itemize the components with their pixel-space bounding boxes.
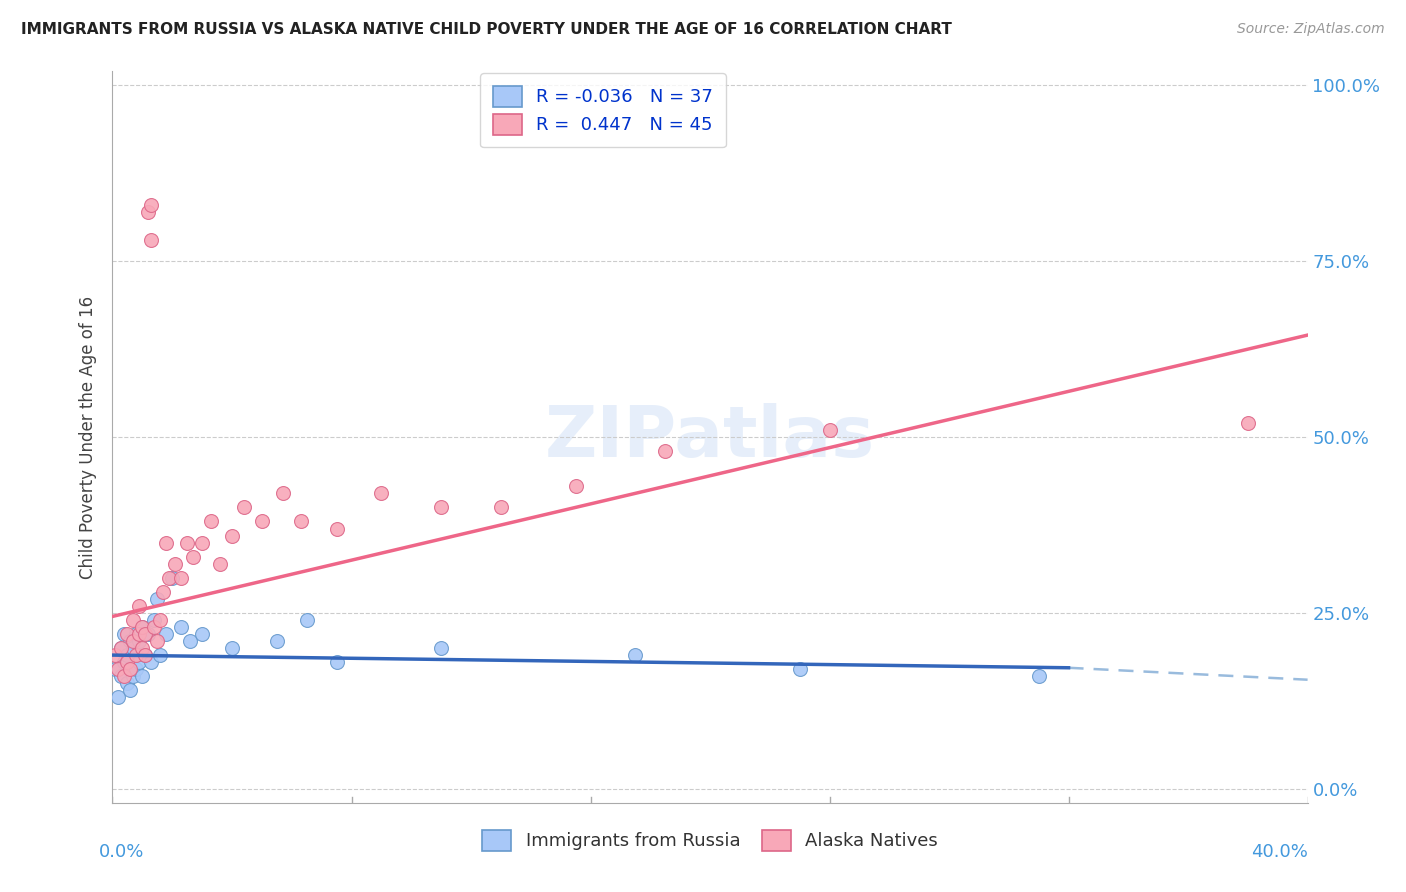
Point xyxy=(125,662,148,676)
Point xyxy=(789,662,811,676)
Point xyxy=(146,634,169,648)
Point xyxy=(138,627,160,641)
Point xyxy=(325,655,347,669)
Point xyxy=(120,662,142,676)
Point xyxy=(654,444,676,458)
Point xyxy=(179,634,201,648)
Point xyxy=(564,479,586,493)
Point xyxy=(325,521,347,535)
Point xyxy=(107,690,129,705)
Point xyxy=(117,655,139,669)
Point xyxy=(295,613,318,627)
Point xyxy=(117,627,139,641)
Point xyxy=(128,599,150,613)
Point xyxy=(128,627,150,641)
Point xyxy=(134,627,156,641)
Point xyxy=(114,655,135,669)
Text: 0.0%: 0.0% xyxy=(98,843,143,861)
Point xyxy=(181,549,204,564)
Point xyxy=(221,641,243,656)
Point xyxy=(131,620,153,634)
Point xyxy=(131,620,153,634)
Point xyxy=(290,515,312,529)
Point xyxy=(430,641,453,656)
Point xyxy=(155,535,177,549)
Point xyxy=(134,648,156,662)
Point xyxy=(114,669,135,683)
Point xyxy=(120,634,142,648)
Point xyxy=(122,641,145,656)
Point xyxy=(128,634,150,648)
Point xyxy=(125,648,148,662)
Point xyxy=(131,641,153,656)
Point xyxy=(370,486,392,500)
Text: 40.0%: 40.0% xyxy=(1251,843,1308,861)
Point xyxy=(125,627,148,641)
Point xyxy=(155,627,177,641)
Point xyxy=(114,627,135,641)
Point xyxy=(146,591,169,606)
Point xyxy=(221,528,243,542)
Point xyxy=(430,500,453,515)
Point xyxy=(120,683,142,698)
Point xyxy=(624,648,647,662)
Point xyxy=(157,571,180,585)
Point xyxy=(266,634,288,648)
Point xyxy=(141,655,163,669)
Point xyxy=(117,648,139,662)
Point xyxy=(233,500,256,515)
Point xyxy=(107,662,129,676)
Point xyxy=(209,557,232,571)
Point xyxy=(489,500,512,515)
Point xyxy=(149,613,172,627)
Point xyxy=(191,627,214,641)
Point xyxy=(141,198,163,212)
Point xyxy=(110,641,132,656)
Point xyxy=(117,676,139,690)
Point xyxy=(138,205,160,219)
Point xyxy=(250,515,273,529)
Point xyxy=(110,669,132,683)
Point xyxy=(1237,416,1260,430)
Point xyxy=(818,423,841,437)
Text: IMMIGRANTS FROM RUSSIA VS ALASKA NATIVE CHILD POVERTY UNDER THE AGE OF 16 CORREL: IMMIGRANTS FROM RUSSIA VS ALASKA NATIVE … xyxy=(21,22,952,37)
Point xyxy=(104,648,127,662)
Point xyxy=(143,620,166,634)
Point xyxy=(162,571,183,585)
Point xyxy=(122,669,145,683)
Point xyxy=(122,613,145,627)
Point xyxy=(152,584,174,599)
Y-axis label: Child Poverty Under the Age of 16: Child Poverty Under the Age of 16 xyxy=(79,295,97,579)
Point xyxy=(110,641,132,656)
Point xyxy=(141,233,163,247)
Point xyxy=(191,535,214,549)
Point xyxy=(176,535,198,549)
Point xyxy=(122,634,145,648)
Legend: Immigrants from Russia, Alaska Natives: Immigrants from Russia, Alaska Natives xyxy=(474,821,946,860)
Point xyxy=(1028,669,1050,683)
Point xyxy=(170,571,193,585)
Point xyxy=(143,613,166,627)
Point xyxy=(104,662,127,676)
Point xyxy=(170,620,193,634)
Point xyxy=(128,655,150,669)
Point xyxy=(200,515,222,529)
Point xyxy=(271,486,294,500)
Point xyxy=(149,648,172,662)
Text: ZIPatlas: ZIPatlas xyxy=(546,402,875,472)
Point xyxy=(131,669,153,683)
Point xyxy=(165,557,187,571)
Text: Source: ZipAtlas.com: Source: ZipAtlas.com xyxy=(1237,22,1385,37)
Point xyxy=(134,648,156,662)
